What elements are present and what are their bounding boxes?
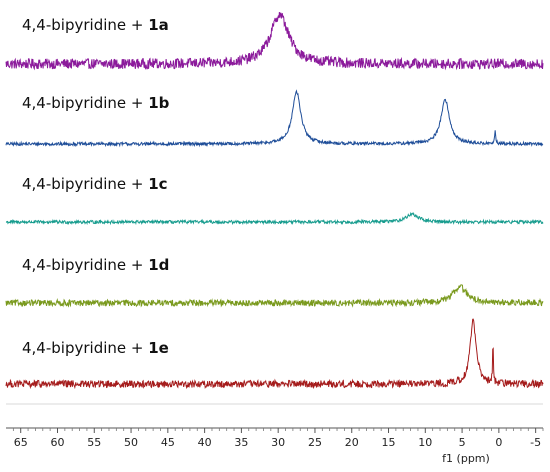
x-tick-label: 25 [308,436,322,449]
compound-id: 1b [148,94,170,112]
x-tick-label: 35 [234,436,248,449]
spectrum-label-1d: 4,4-bipyridine + 1d [22,256,169,274]
x-tick-label: 30 [271,436,285,449]
x-tick-label: 15 [382,436,396,449]
spectrum-label-prefix: 4,4-bipyridine + [22,175,149,193]
spectrum-label-1a: 4,4-bipyridine + 1a [22,16,169,34]
spectrum-label-prefix: 4,4-bipyridine + [22,94,149,112]
x-tick-label: 20 [345,436,359,449]
x-axis-ticks: 65 60 55 50 45 40 35 30 25 20 15 10 5 0 -5 [12,428,544,449]
compound-id: 1a [148,16,169,34]
x-tick-label: -5 [530,436,541,449]
x-tick-label: 10 [418,436,432,449]
spectrum-label-1c: 4,4-bipyridine + 1c [22,175,168,193]
x-tick-label: 45 [161,436,175,449]
compound-id: 1e [148,339,169,357]
x-tick-label: 40 [198,436,212,449]
compound-id: 1c [148,175,168,193]
spectrum-label-prefix: 4,4-bipyridine + [22,339,149,357]
x-tick-label: 0 [495,436,502,449]
spectrum-label-1e: 4,4-bipyridine + 1e [22,339,169,357]
spectrum-trace-1e [5,318,544,390]
x-tick-label: 50 [124,436,138,449]
x-tick-label: 55 [87,436,101,449]
spectrum-trace-1b [5,89,544,148]
spectrum-traces [5,11,544,390]
compound-id: 1d [148,256,170,274]
x-axis-title: f1 (ppm) [442,452,490,465]
spectrum-label-1b: 4,4-bipyridine + 1b [22,94,169,112]
spectrum-trace-1a [5,11,544,71]
spectrum-label-prefix: 4,4-bipyridine + [22,16,149,34]
x-axis: 65 60 55 50 45 40 35 30 25 20 15 10 5 0 -5 f1 (ppm) [6,427,544,465]
spectrum-label-prefix: 4,4-bipyridine + [22,256,149,274]
spectrum-trace-1d [5,284,544,308]
x-tick-label: 60 [50,436,64,449]
spectrum-trace-1c [5,211,544,226]
x-tick-label: 5 [459,436,466,449]
x-tick-label: 65 [14,436,28,449]
